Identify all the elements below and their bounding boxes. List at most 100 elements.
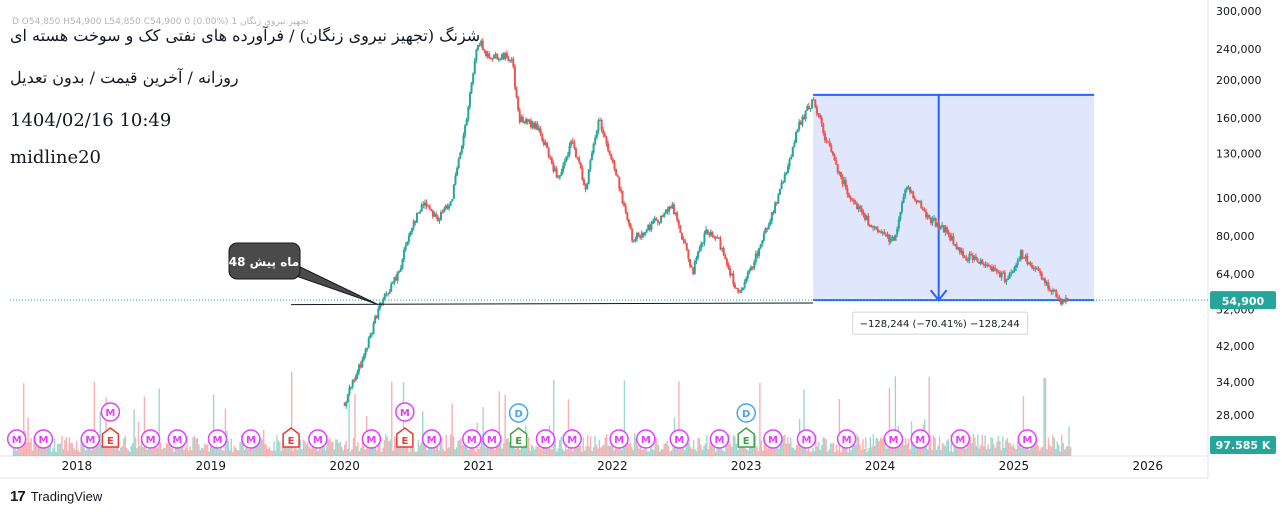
candle-body	[390, 283, 393, 292]
candle-body	[934, 218, 937, 227]
candle-body	[470, 83, 473, 94]
volume-bar	[389, 439, 392, 456]
measure-arrow-head	[929, 289, 948, 302]
volume-bar	[321, 442, 324, 456]
volume-bar	[938, 436, 941, 456]
volume-bar	[483, 439, 486, 456]
volume-bar	[1046, 449, 1048, 456]
y-tick-label: 300,000	[1216, 5, 1262, 18]
volume-bar	[678, 381, 680, 456]
volume-bar	[754, 435, 757, 456]
volume-bar	[274, 450, 277, 456]
volume-bar	[788, 443, 791, 456]
candle-body	[505, 52, 508, 58]
volume-bar	[874, 445, 876, 456]
volume-bar	[128, 451, 131, 456]
x-tick-label: 2022	[597, 459, 628, 473]
volume-bar	[1061, 434, 1063, 456]
volume-bar	[151, 449, 153, 456]
candle-body	[801, 116, 804, 125]
volume-bar	[769, 443, 771, 456]
candle-body	[417, 212, 420, 214]
volume-bar	[323, 438, 325, 456]
candle-body	[513, 66, 516, 88]
volume-bar	[956, 442, 958, 456]
candle-body	[467, 106, 470, 120]
candle-body	[658, 222, 661, 224]
volume-bar	[619, 447, 621, 456]
volume-bar	[625, 441, 627, 456]
candle-body	[631, 228, 634, 241]
volume-bar	[766, 448, 768, 456]
volume-bar	[703, 445, 705, 456]
volume-bar	[588, 446, 590, 456]
candle-body	[925, 211, 928, 218]
volume-bar	[697, 438, 699, 456]
volume-bar	[604, 437, 606, 456]
candle-body	[640, 232, 643, 238]
volume-bar	[688, 442, 690, 456]
volume-bar	[642, 449, 645, 456]
volume-bar	[488, 446, 490, 456]
volume-bar	[862, 439, 864, 456]
candle-body	[1037, 268, 1040, 271]
candle-body	[562, 165, 565, 172]
candle-body	[481, 40, 484, 50]
volume-bar	[108, 442, 110, 456]
candle-body	[933, 218, 936, 220]
candle-body	[523, 121, 526, 124]
candle-body	[854, 202, 857, 204]
volume-bar	[712, 443, 714, 456]
volume-bar	[485, 447, 487, 456]
volume-bar	[732, 434, 735, 456]
candle-body	[451, 199, 454, 202]
candle-body	[570, 141, 573, 146]
volume-bar	[429, 445, 431, 456]
volume-bar	[825, 439, 827, 456]
event-marker-e-label: E	[401, 436, 408, 447]
volume-bar	[617, 445, 620, 456]
volume-bar	[164, 448, 166, 456]
volume-bar	[92, 443, 94, 456]
volume-bar	[903, 444, 905, 456]
candle-body	[841, 177, 844, 184]
candle-body	[804, 110, 807, 120]
volume-bar	[17, 444, 19, 456]
volume-bar	[243, 449, 246, 456]
candle-body	[655, 218, 658, 220]
volume-bar	[385, 434, 387, 456]
candle-body	[480, 40, 483, 45]
y-tick-label: 64,000	[1216, 268, 1255, 281]
volume-bar	[838, 398, 841, 456]
volume-bar	[158, 388, 160, 456]
volume-bar	[828, 449, 830, 456]
volume-bar	[968, 438, 970, 456]
candle-body	[892, 237, 895, 241]
volume-bar	[367, 443, 369, 456]
volume-bar	[978, 448, 980, 456]
candle-body	[876, 229, 879, 232]
volume-bar	[797, 444, 799, 456]
candle-body	[430, 209, 433, 212]
x-tick-label: 2018	[62, 459, 93, 473]
candle-body	[754, 253, 757, 263]
candle-body	[676, 212, 679, 221]
candle-body	[901, 202, 904, 213]
tradingview-logo[interactable]: 17 TradingView	[10, 488, 102, 505]
candle-body	[515, 87, 518, 97]
x-tick-label: 2024	[865, 459, 896, 473]
candle-body	[902, 196, 905, 203]
candle-body	[867, 215, 870, 226]
candle-body	[958, 247, 961, 253]
candle-body	[600, 120, 603, 131]
candle-body	[714, 236, 717, 239]
volume-bar	[255, 438, 258, 456]
volume-bar	[101, 444, 103, 456]
volume-bar	[791, 447, 793, 456]
candle-body	[576, 157, 579, 159]
volume-bar	[466, 445, 468, 456]
volume-bar	[1065, 446, 1067, 456]
candle-body	[750, 266, 753, 270]
volume-bar	[508, 442, 511, 456]
